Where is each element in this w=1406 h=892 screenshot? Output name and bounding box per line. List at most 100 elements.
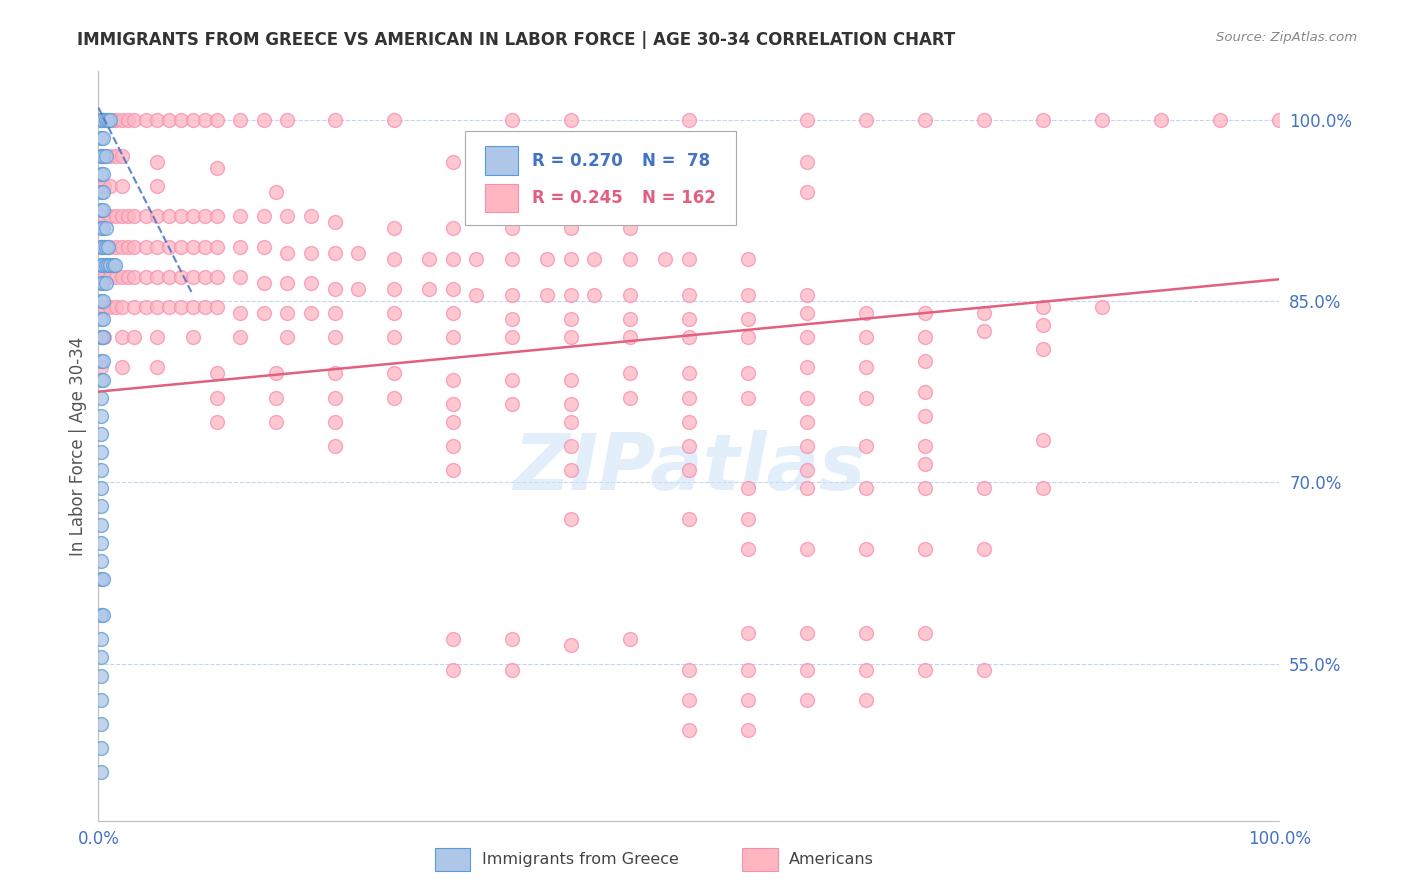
Point xyxy=(90,276,112,290)
Point xyxy=(122,269,145,284)
Point xyxy=(105,210,128,224)
Point xyxy=(560,439,582,453)
Point xyxy=(441,221,464,235)
Point xyxy=(90,112,112,127)
Point xyxy=(796,185,818,199)
Point xyxy=(264,185,287,199)
Point xyxy=(94,149,117,163)
Point xyxy=(323,245,346,260)
Point xyxy=(94,276,117,290)
Point xyxy=(135,210,157,224)
Point xyxy=(465,288,488,302)
Point xyxy=(205,161,228,175)
Point xyxy=(253,306,276,320)
Point xyxy=(90,293,112,308)
Point xyxy=(253,210,276,224)
Point xyxy=(91,312,114,326)
Point xyxy=(90,372,112,386)
Point xyxy=(501,252,523,266)
Point xyxy=(796,155,818,169)
Point xyxy=(276,276,298,290)
Point xyxy=(90,572,112,586)
Point xyxy=(619,221,641,235)
Point xyxy=(91,131,114,145)
Point xyxy=(855,306,877,320)
Bar xyxy=(434,848,471,871)
Point xyxy=(90,258,112,272)
Point xyxy=(678,693,700,707)
Point xyxy=(90,210,112,224)
Point xyxy=(323,282,346,296)
Point xyxy=(973,112,995,127)
Point xyxy=(117,269,139,284)
Point xyxy=(98,300,121,314)
Point xyxy=(299,245,322,260)
Point xyxy=(135,239,157,253)
Point xyxy=(205,210,228,224)
Point xyxy=(91,185,114,199)
Point xyxy=(253,112,276,127)
Point xyxy=(146,360,169,375)
Text: R = 0.245: R = 0.245 xyxy=(531,189,623,207)
Point xyxy=(91,354,114,368)
Point xyxy=(855,330,877,344)
Point xyxy=(914,112,936,127)
Point xyxy=(111,330,134,344)
Point xyxy=(276,245,298,260)
Point xyxy=(229,210,252,224)
Point xyxy=(678,391,700,405)
Point xyxy=(1032,112,1054,127)
Text: IMMIGRANTS FROM GREECE VS AMERICAN IN LABOR FORCE | AGE 30-34 CORRELATION CHART: IMMIGRANTS FROM GREECE VS AMERICAN IN LA… xyxy=(77,31,956,49)
Point xyxy=(560,639,582,653)
Point xyxy=(914,384,936,399)
Point xyxy=(855,439,877,453)
Point xyxy=(678,252,700,266)
Point xyxy=(146,112,169,127)
Point xyxy=(737,663,759,677)
Point xyxy=(501,397,523,411)
Point xyxy=(90,330,112,344)
Point xyxy=(93,149,115,163)
Point xyxy=(117,112,139,127)
Point xyxy=(1032,481,1054,495)
Point xyxy=(181,330,204,344)
Text: Immigrants from Greece: Immigrants from Greece xyxy=(482,852,679,867)
Point xyxy=(91,149,114,163)
Point xyxy=(560,415,582,429)
Point xyxy=(560,221,582,235)
Point xyxy=(441,372,464,386)
Point xyxy=(90,500,112,514)
Bar xyxy=(485,146,517,175)
Point xyxy=(90,239,112,253)
Point xyxy=(382,252,405,266)
Point xyxy=(90,741,112,756)
Point xyxy=(1209,112,1232,127)
Point xyxy=(146,179,169,194)
Point xyxy=(855,693,877,707)
Point xyxy=(737,626,759,640)
Point xyxy=(323,306,346,320)
Point xyxy=(501,221,523,235)
Point xyxy=(619,288,641,302)
Point xyxy=(323,215,346,229)
Point xyxy=(264,415,287,429)
Point xyxy=(91,203,114,218)
Point xyxy=(90,312,112,326)
Point xyxy=(90,354,112,368)
Point xyxy=(111,179,134,194)
Point xyxy=(93,330,115,344)
Point xyxy=(91,112,114,127)
Point xyxy=(619,312,641,326)
Point xyxy=(105,300,128,314)
Point xyxy=(678,112,700,127)
Point xyxy=(914,306,936,320)
Point xyxy=(90,409,112,423)
Point xyxy=(122,210,145,224)
Point xyxy=(90,131,112,145)
Point xyxy=(501,372,523,386)
Point xyxy=(855,481,877,495)
Point xyxy=(855,360,877,375)
Point xyxy=(122,112,145,127)
Point xyxy=(90,300,112,314)
Point xyxy=(93,112,115,127)
